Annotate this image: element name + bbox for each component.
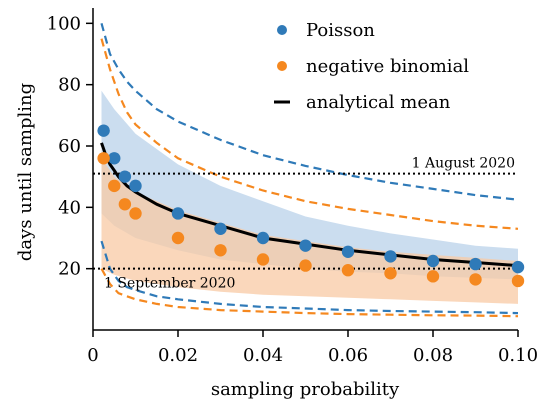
point-poisson-5 [214,222,227,235]
point-negbin-11 [469,273,482,286]
legend-label-mean: analytical mean [306,92,451,113]
reference-label-0: 1 August 2020 [412,156,515,172]
axes: 20 40 60 80 100 0 0.02 0.04 0.06 0.08 0.10 [47,8,538,366]
legend-label-negbin: negative binomial [306,56,469,77]
point-poisson-2 [118,170,132,183]
legend: Poisson negative binomial analytical mean [274,20,469,113]
dashed-bound-poisson-0 [100,23,518,201]
x-tick-label-0: 0 [87,345,98,366]
x-tick-label-5: 0.10 [498,345,538,366]
x-tick-label-2: 0.04 [243,345,283,366]
y-axis-label: days until sampling [15,83,36,261]
dashed-bound-poisson-1 [100,240,518,315]
point-negbin-8 [341,264,355,277]
dashed-bound-negbin-2 [100,38,518,230]
point-negbin-12 [511,274,525,288]
point-negbin-3 [129,207,142,220]
point-poisson-10 [426,254,440,268]
y-tick-label-1: 40 [58,197,81,218]
legend-marker-poisson [277,25,287,35]
reference-label-1: 1 September 2020 [104,276,235,292]
reference-lines: 1 August 2020 1 September 2020 [93,156,518,292]
point-poisson-12 [511,260,525,274]
legend-label-poisson: Poisson [306,20,375,41]
point-negbin-5 [214,244,227,257]
point-negbin-4 [171,231,185,245]
point-poisson-11 [469,257,482,271]
point-poisson-7 [299,239,312,252]
point-negbin-10 [426,270,440,283]
point-poisson-1 [108,152,121,165]
x-tick-label-1: 0.02 [158,345,198,366]
point-poisson-6 [256,231,270,245]
dashed-bound-negbin-3 [100,268,518,318]
point-poisson-8 [341,245,355,258]
y-tick-label-2: 60 [58,136,81,157]
x-axis-label: sampling probability [211,379,400,400]
point-poisson-9 [384,250,397,263]
point-negbin-7 [299,259,312,272]
point-poisson-3 [129,179,142,193]
data-points [97,124,525,288]
point-poisson-4 [171,207,185,220]
point-negbin-9 [384,267,397,280]
point-negbin-2 [118,198,132,211]
point-poisson-0 [97,124,110,137]
legend-marker-negbin [277,61,287,71]
point-negbin-1 [108,179,121,193]
x-tick-label-3: 0.06 [328,345,368,366]
band-negbin_band [101,158,518,304]
x-tick-label-4: 0.08 [413,345,453,366]
dashed-bounds [100,23,518,318]
y-tick-label-4: 100 [47,13,81,34]
point-negbin-6 [256,253,270,266]
y-tick-label-0: 20 [58,259,81,280]
point-negbin-0 [97,152,110,165]
confidence-bands [101,90,518,304]
y-tick-label-3: 80 [58,75,81,96]
